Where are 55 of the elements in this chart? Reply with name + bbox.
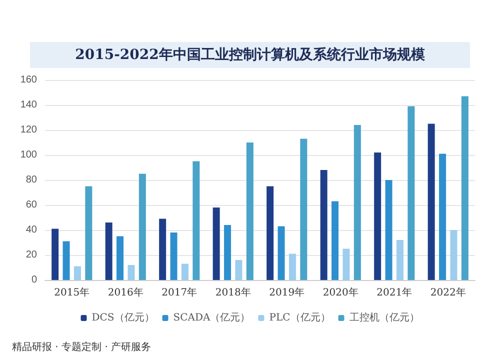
x-tick-label: 2017年 (162, 286, 198, 298)
bar (385, 180, 392, 280)
bar (85, 186, 92, 280)
bar (266, 186, 274, 280)
bar (374, 152, 382, 280)
bar (159, 218, 166, 280)
bar (332, 201, 339, 280)
bar (408, 106, 415, 280)
bar (235, 260, 242, 280)
bar (116, 236, 124, 280)
y-tick-label: 120 (20, 124, 38, 136)
bar (74, 266, 81, 280)
bar (105, 222, 112, 280)
bar (450, 230, 458, 280)
bar (246, 142, 254, 280)
bar (439, 154, 446, 280)
x-tick-label: 2022年 (430, 286, 466, 298)
x-tick-label: 2018年 (215, 286, 251, 298)
bar (396, 240, 404, 280)
bar (192, 161, 200, 280)
bar (300, 138, 308, 280)
bar (461, 96, 468, 280)
bar (354, 125, 361, 280)
y-tick-label: 0 (31, 274, 38, 286)
chart-title: 2015-2022年中国工业控制计算机及系统行业市场规模 (30, 42, 470, 68)
bar (170, 232, 178, 280)
x-tick-label: 2016年 (108, 286, 144, 298)
bar (428, 124, 435, 280)
y-tick-label: 80 (26, 174, 38, 186)
x-tick-label: 2021年 (376, 286, 412, 298)
bar (224, 225, 232, 280)
bar (52, 228, 59, 280)
x-tick-label: 2020年 (322, 286, 358, 298)
x-tick-label: 2019年 (269, 286, 305, 298)
y-tick-label: 60 (26, 200, 38, 210)
x-tick-label: 2015年 (54, 286, 90, 298)
y-tick-label: 100 (20, 150, 38, 160)
y-tick-label: 20 (26, 250, 38, 260)
bar (128, 265, 135, 280)
bar (62, 241, 70, 280)
text: 精品研报 · 专题定制 · 产研服务 (12, 340, 152, 354)
bar (342, 248, 350, 280)
bar (320, 170, 328, 280)
legend-label: DCS（亿元） (92, 312, 154, 324)
legend-label: SCADA（亿元） (173, 312, 250, 324)
legend-label: PLC（亿元） (269, 312, 330, 324)
bar (138, 174, 146, 280)
y-tick-label: 140 (20, 100, 38, 110)
y-tick-label: 40 (26, 224, 38, 236)
bar (181, 264, 188, 280)
bar (212, 208, 220, 280)
bar (288, 254, 296, 280)
bar (278, 226, 285, 280)
y-tick-label: 160 (20, 74, 38, 86)
legend-label: 工控机（亿元） (349, 312, 420, 324)
